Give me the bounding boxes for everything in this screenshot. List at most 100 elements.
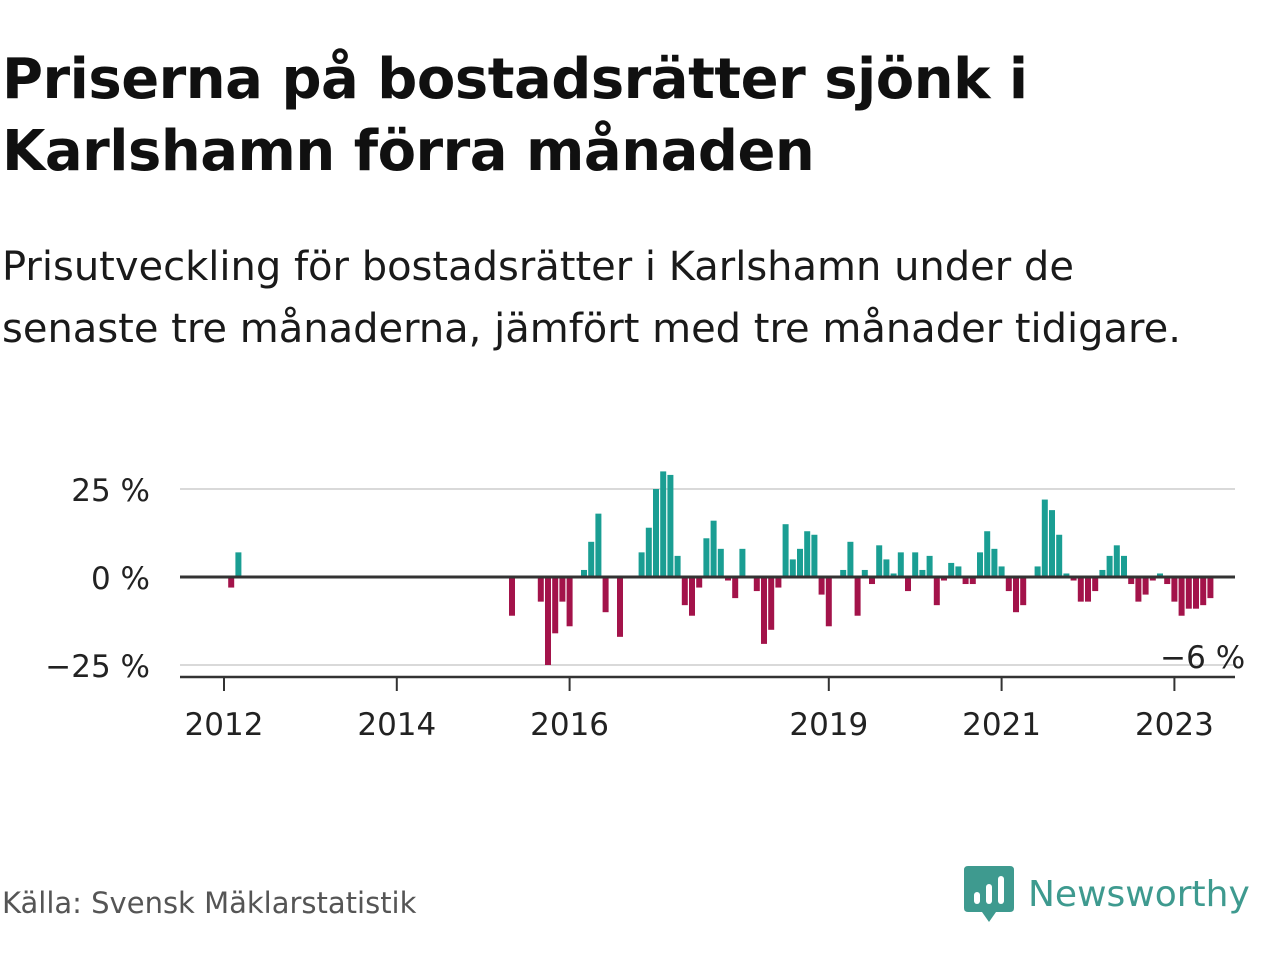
bar-positive	[955, 566, 962, 577]
bar-negative	[818, 577, 825, 595]
bar-negative	[933, 577, 940, 606]
bar-negative	[1178, 577, 1185, 616]
bar-positive	[984, 531, 991, 577]
data-label: −6 %	[1160, 640, 1245, 676]
bar-negative	[1077, 577, 1084, 602]
bar-positive	[804, 531, 811, 577]
x-tick-label: 2019	[789, 707, 868, 743]
bar-negative	[969, 577, 976, 585]
bar-negative	[869, 577, 875, 585]
bar-positive	[645, 527, 652, 577]
bar-negative	[761, 577, 767, 644]
bar-positive	[847, 541, 854, 577]
bar-positive	[581, 569, 587, 577]
bar-negative	[825, 577, 832, 627]
bar-positive	[890, 573, 897, 577]
bar-negative	[854, 577, 861, 616]
bar-positive	[667, 474, 674, 577]
bar-positive	[1034, 566, 1041, 577]
bar-negative	[602, 577, 609, 613]
bar-positive	[1099, 569, 1106, 577]
bar-negative	[689, 577, 695, 616]
bar-chart-icon	[964, 866, 1014, 922]
bar-negative	[1171, 577, 1178, 602]
bar-negative	[1193, 577, 1199, 609]
bar-positive	[926, 555, 933, 577]
bar-chart: 25 % 0 % −25 % 2012 2014 2016 2019 2021 2023 −6 %	[45, 471, 1245, 743]
bar-negative	[1200, 577, 1207, 606]
bar-negative	[1135, 577, 1142, 602]
x-tick-label: 2021	[962, 707, 1041, 743]
chart-title: Priserna på bostadsrätter sjönk i Karlsh…	[2, 47, 1028, 184]
bar-negative	[775, 577, 782, 588]
bar-positive	[919, 569, 926, 577]
bar-positive	[1113, 545, 1120, 577]
bar-positive	[1121, 555, 1127, 577]
bar-negative	[1085, 577, 1091, 602]
bar-negative	[1013, 577, 1019, 613]
bar-negative	[1185, 577, 1192, 609]
bar-negative	[962, 577, 969, 585]
bar-positive	[1063, 573, 1070, 577]
bar-negative	[1070, 577, 1077, 581]
bar-positive	[1049, 510, 1055, 577]
bar-negative	[725, 577, 731, 581]
bar-positive	[1157, 573, 1163, 577]
bar-positive	[811, 534, 818, 577]
bar-negative	[1092, 577, 1099, 592]
bar-negative	[537, 577, 544, 602]
bar-negative	[941, 577, 947, 581]
bar-positive	[840, 569, 847, 577]
bar-positive	[883, 559, 890, 577]
bar-positive	[1056, 534, 1063, 577]
source-note: Källa: Svensk Mäklarstatistik	[2, 886, 417, 920]
bar-positive	[897, 552, 904, 577]
x-tick-label: 2014	[357, 707, 436, 743]
brand-name: Newsworthy	[1028, 873, 1250, 915]
bar-negative	[1128, 577, 1135, 585]
bar-negative	[732, 577, 739, 599]
bar-positive	[797, 548, 803, 577]
chart-subtitle: Prisutveckling för bostadsrätter i Karls…	[2, 244, 1181, 352]
bar-negative	[1207, 577, 1214, 599]
bar-negative	[1164, 577, 1171, 585]
bar-positive	[674, 555, 681, 577]
bar-positive	[861, 569, 868, 577]
bar-positive	[998, 566, 1005, 577]
bar-positive	[235, 552, 242, 577]
bar-positive	[977, 552, 983, 577]
bar-positive	[638, 552, 645, 577]
y-tick-label: −25 %	[45, 649, 150, 685]
bar-negative	[1020, 577, 1027, 606]
bar-positive	[782, 524, 789, 577]
bar-positive	[948, 562, 955, 577]
bar-positive	[789, 559, 796, 577]
bar-negative	[617, 577, 623, 637]
bar-positive	[717, 548, 724, 577]
bar-positive	[710, 520, 717, 577]
bar-negative	[1149, 577, 1156, 581]
x-tick-label: 2016	[530, 707, 609, 743]
bar-positive	[703, 538, 710, 577]
bar-positive	[739, 548, 746, 577]
bar-negative	[905, 577, 911, 592]
bar-negative	[768, 577, 775, 630]
bar-positive	[653, 489, 659, 577]
bar-negative	[1005, 577, 1012, 592]
bar-positive	[876, 545, 883, 577]
bar-negative	[509, 577, 515, 616]
bar-negative	[552, 577, 559, 634]
bar-positive	[912, 552, 919, 577]
bar-positive	[1041, 499, 1048, 577]
bar-positive	[588, 541, 595, 577]
newsworthy-logo: Newsworthy	[962, 862, 1250, 926]
bar-positive	[660, 471, 667, 577]
bar-negative	[545, 577, 551, 665]
bar-negative	[566, 577, 573, 627]
bar-negative	[559, 577, 566, 602]
bar-negative	[1142, 577, 1149, 595]
bar-positive	[991, 548, 998, 577]
x-tick-label: 2012	[185, 707, 264, 743]
bar-negative	[753, 577, 760, 592]
x-tick-label: 2023	[1135, 707, 1214, 743]
